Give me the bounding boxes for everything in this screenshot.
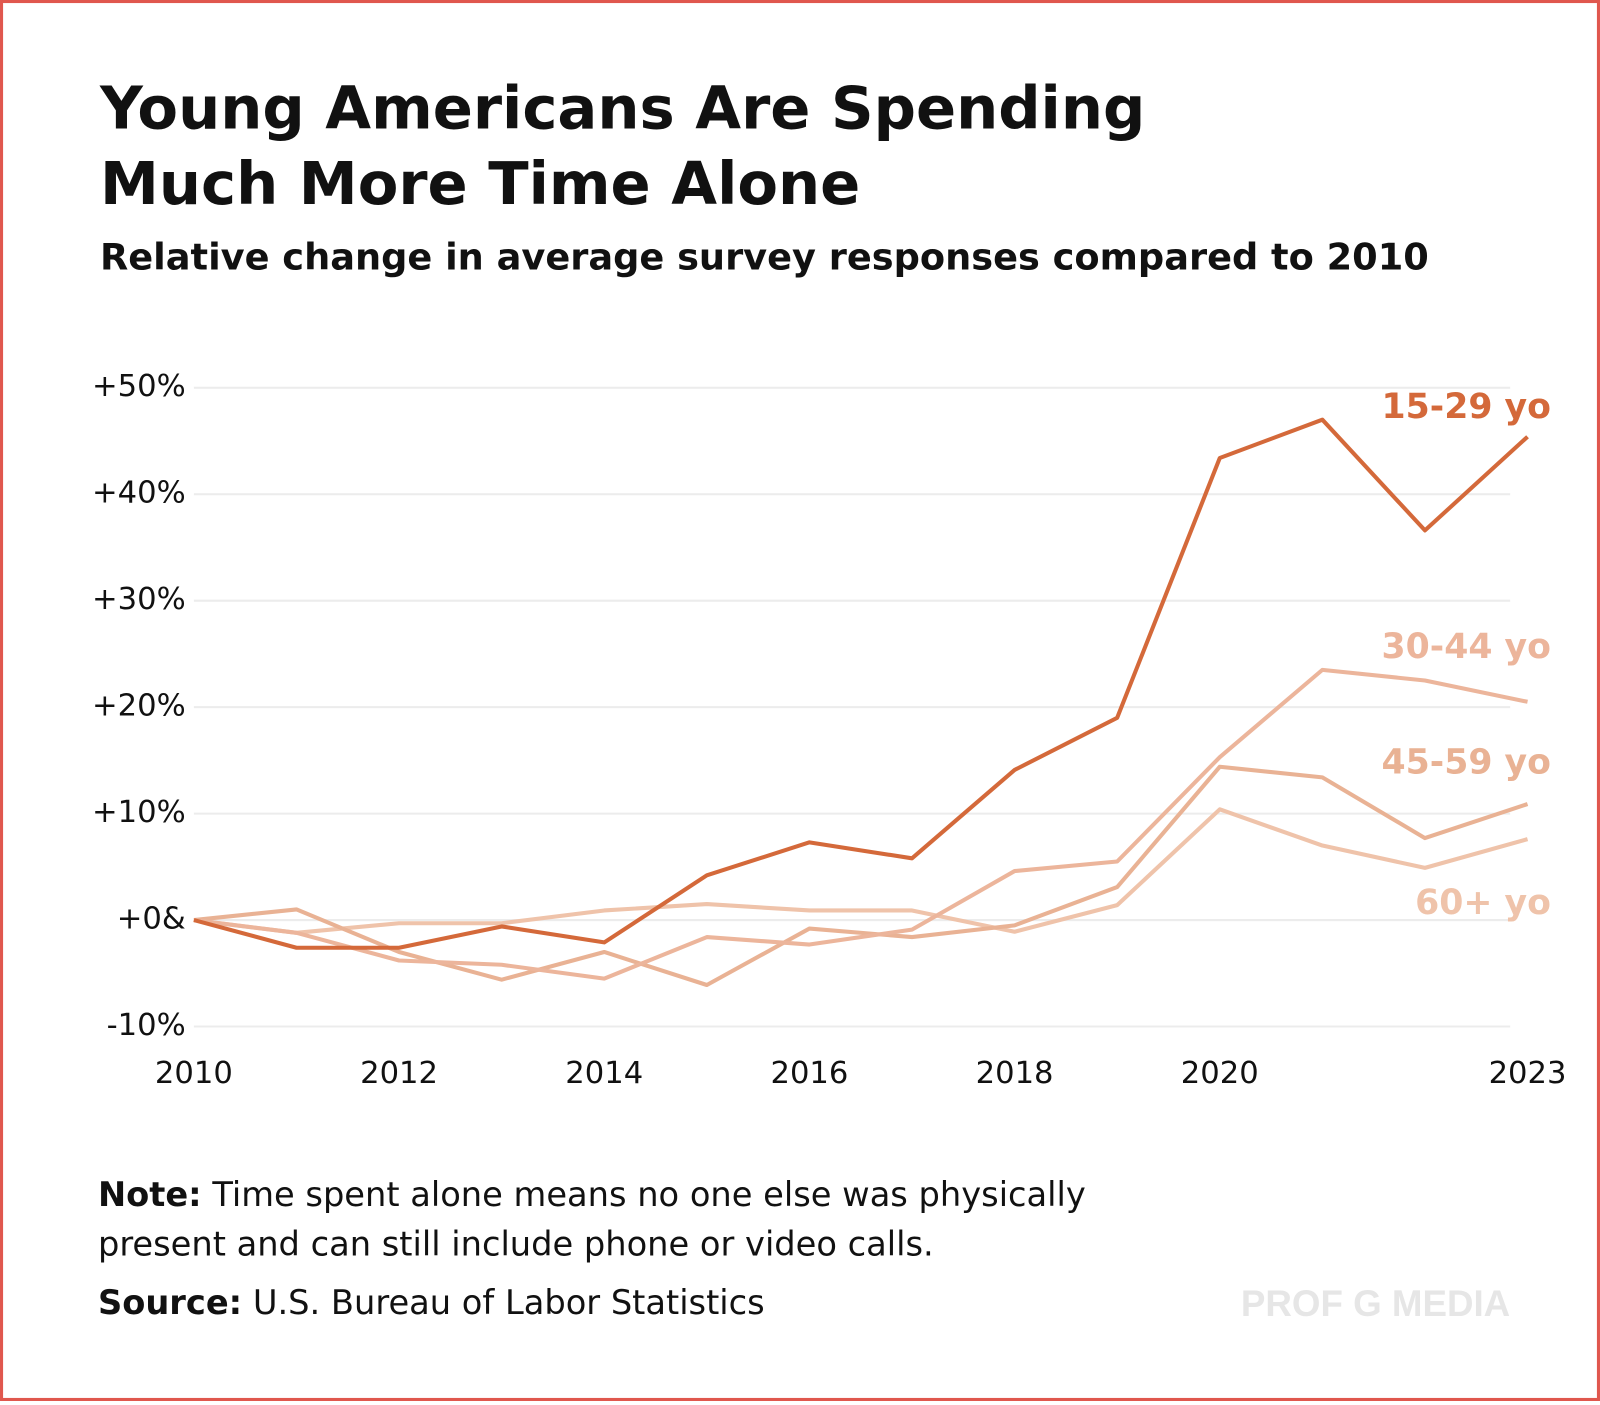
- x-tick-label: 2018: [976, 1056, 1054, 1091]
- y-tick-label: +10%: [92, 795, 186, 830]
- source: Source: U.S. Bureau of Labor Statistics: [98, 1283, 765, 1322]
- note-text: Time spent alone means no one else was p…: [211, 1174, 1085, 1213]
- line: [193, 807, 1529, 935]
- x-tick-label: 2012: [360, 1056, 438, 1091]
- line: [193, 417, 1529, 950]
- chart-title: Much More Time Alone: [100, 149, 860, 218]
- note: Note: Time spent alone means no one else…: [98, 1174, 1086, 1213]
- x-tick-label: 2016: [770, 1056, 848, 1091]
- note-text: present and can still include phone or v…: [98, 1224, 934, 1263]
- y-tick-label: +30%: [92, 582, 186, 617]
- y-tick-label: -10%: [107, 1008, 186, 1043]
- x-tick-label: 2023: [1489, 1056, 1567, 1091]
- series-label: 15-29 yo: [1382, 387, 1551, 427]
- series-label: 60+ yo: [1415, 883, 1551, 923]
- source-text: U.S. Bureau of Labor Statistics: [253, 1283, 765, 1322]
- y-tick-label: +40%: [92, 476, 186, 511]
- note-label: Note:: [98, 1174, 202, 1213]
- line: [193, 667, 1528, 981]
- chart-title: Young Americans Are Spending: [99, 73, 1145, 142]
- source-label: Source:: [98, 1283, 242, 1322]
- watermark: PROF G MEDIA: [1241, 1283, 1510, 1324]
- y-tick-label: +20%: [92, 689, 186, 724]
- x-tick-label: 2010: [155, 1056, 233, 1091]
- y-tick-label: +0&: [117, 902, 186, 937]
- chart-subtitle: Relative change in average survey respon…: [100, 236, 1429, 279]
- y-tick-label: +50%: [92, 369, 186, 404]
- x-tick-label: 2020: [1181, 1056, 1259, 1091]
- line: [193, 764, 1529, 988]
- x-tick-label: 2014: [565, 1056, 643, 1091]
- series-label: 45-59 yo: [1382, 742, 1551, 782]
- series-label: 30-44 yo: [1382, 627, 1551, 667]
